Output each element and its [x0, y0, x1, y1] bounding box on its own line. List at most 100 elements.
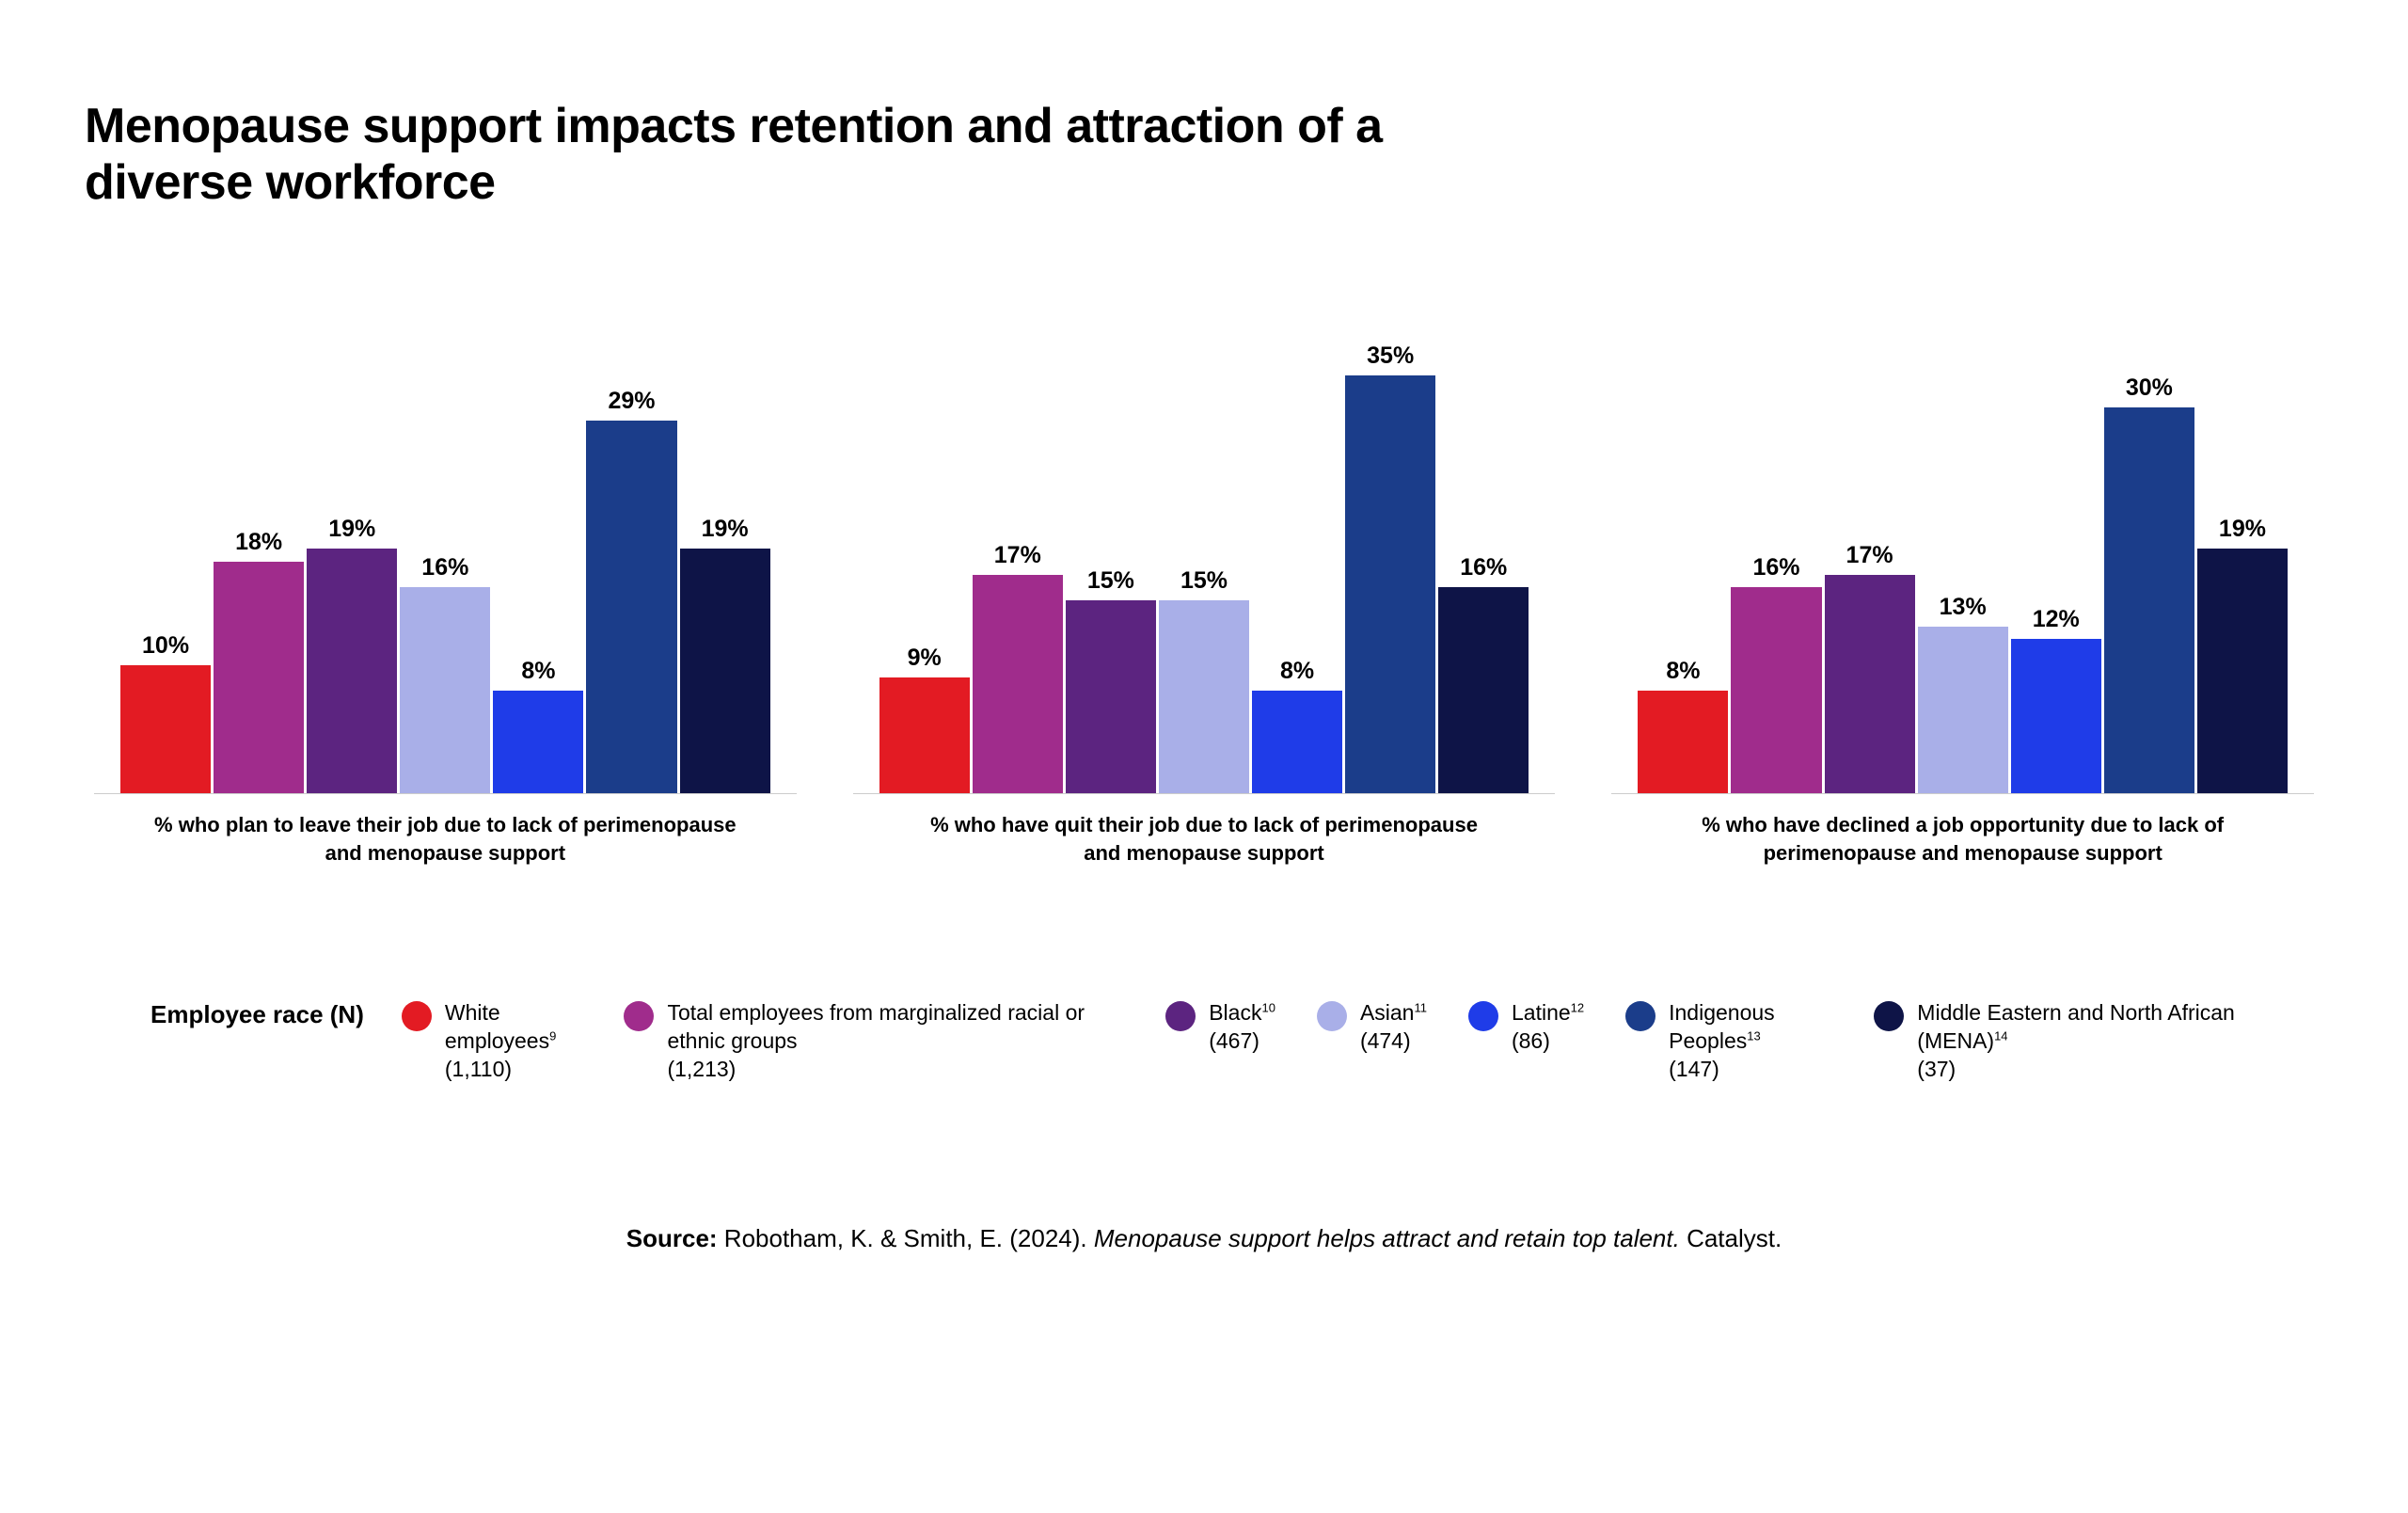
bar-wrap: 19%	[2197, 342, 2288, 793]
bar	[1638, 691, 1728, 793]
bar-value-label: 16%	[421, 554, 468, 581]
bar-value-label: 19%	[702, 516, 749, 543]
bar-wrap: 29%	[586, 342, 676, 793]
legend-dot-icon	[1874, 1001, 1904, 1031]
bar	[1825, 575, 1915, 794]
bar-value-label: 9%	[908, 645, 942, 672]
bar-value-label: 16%	[1460, 554, 1507, 581]
bar-value-label: 18%	[235, 529, 282, 556]
group-caption: % who have quit their job due to lack of…	[912, 811, 1496, 867]
bar	[493, 691, 583, 793]
bar-value-label: 13%	[1940, 594, 1987, 621]
bar	[973, 575, 1063, 794]
chart-group: 10% 18% 19% 16% 8% 29% 19% % who plan to leave …	[94, 342, 797, 867]
bar-value-label: 10%	[142, 632, 189, 660]
bar-wrap: 18%	[214, 342, 304, 793]
bar-wrap: 16%	[400, 342, 490, 793]
legend-item: Black10(467)	[1165, 999, 1275, 1056]
bar-value-label: 8%	[521, 658, 555, 685]
bar-value-label: 16%	[1752, 554, 1799, 581]
bar	[1438, 587, 1529, 793]
bar	[1918, 627, 2008, 794]
bar-wrap: 17%	[1825, 342, 1915, 793]
bar	[2011, 639, 2101, 793]
legend-dot-icon	[402, 1001, 432, 1031]
bar-value-label: 12%	[2033, 606, 2080, 633]
bar-value-label: 8%	[1666, 658, 1700, 685]
bar-value-label: 30%	[2126, 374, 2173, 402]
bar	[214, 562, 304, 793]
bar-wrap: 15%	[1159, 342, 1249, 793]
chart-group: 8% 16% 17% 13% 12% 30% 19% % who have declined …	[1611, 342, 2314, 867]
legend-label: Black10(467)	[1209, 999, 1275, 1056]
source-prefix: Source:	[626, 1224, 718, 1252]
bar	[120, 665, 211, 794]
bar-value-label: 19%	[328, 516, 375, 543]
bar-wrap: 15%	[1066, 342, 1156, 793]
bar	[1731, 587, 1821, 793]
bar-wrap: 12%	[2011, 342, 2101, 793]
bar-value-label: 8%	[1280, 658, 1314, 685]
bar-value-label: 35%	[1367, 342, 1414, 370]
bar	[586, 421, 676, 794]
bar	[680, 549, 770, 793]
legend-dot-icon	[1317, 1001, 1347, 1031]
source-authors: Robotham, K. & Smith, E. (2024).	[718, 1224, 1094, 1252]
legend-label: Latine12(86)	[1512, 999, 1584, 1056]
bar	[400, 587, 490, 793]
bar	[1159, 600, 1249, 793]
legend-dot-icon	[624, 1001, 654, 1031]
bar-value-label: 17%	[1846, 542, 1893, 569]
bar-value-label: 29%	[608, 388, 655, 415]
legend-item: Indigenous Peoples13(147)	[1625, 999, 1832, 1084]
bar	[1252, 691, 1342, 793]
source-citation: Source: Robotham, K. & Smith, E. (2024).…	[85, 1224, 2323, 1253]
bar-wrap: 9%	[879, 342, 970, 793]
legend-item: White employees9(1,110)	[402, 999, 583, 1084]
legend-section: Employee race (N) White employees9(1,110…	[85, 999, 2323, 1084]
legend-item: Asian11(474)	[1317, 999, 1427, 1056]
bars-area: 10% 18% 19% 16% 8% 29% 19%	[94, 342, 797, 794]
legend-dot-icon	[1625, 1001, 1656, 1031]
legend-label: Total employees from marginalized racial…	[667, 999, 1124, 1084]
bar	[1066, 600, 1156, 793]
source-suffix: Catalyst.	[1680, 1224, 1782, 1252]
legend-dot-icon	[1165, 1001, 1196, 1031]
legend-label: Middle Eastern and North African (MENA)1…	[1917, 999, 2258, 1084]
chart-title: Menopause support impacts retention and …	[85, 99, 1402, 212]
bar-wrap: 8%	[1638, 342, 1728, 793]
bar	[2104, 407, 2194, 794]
chart-group: 9% 17% 15% 15% 8% 35% 16% % who have quit their…	[853, 342, 1556, 867]
legend-dot-icon	[1468, 1001, 1498, 1031]
legend-item: Total employees from marginalized racial…	[624, 999, 1124, 1084]
bar-wrap: 19%	[680, 342, 770, 793]
bar-wrap: 17%	[973, 342, 1063, 793]
legend-items: White employees9(1,110) Total employees f…	[402, 999, 2258, 1084]
source-title: Menopause support helps attract and reta…	[1094, 1224, 1680, 1252]
legend-title: Employee race (N)	[150, 999, 364, 1031]
bar-value-label: 15%	[1087, 567, 1134, 595]
legend-label: Indigenous Peoples13(147)	[1669, 999, 1832, 1084]
bar-wrap: 13%	[1918, 342, 2008, 793]
legend-item: Middle Eastern and North African (MENA)1…	[1874, 999, 2258, 1084]
bar-value-label: 19%	[2219, 516, 2266, 543]
group-caption: % who plan to leave their job due to lac…	[153, 811, 737, 867]
bar-wrap: 16%	[1731, 342, 1821, 793]
bar-value-label: 17%	[994, 542, 1041, 569]
legend-label: Asian11(474)	[1360, 999, 1427, 1056]
bar	[1345, 375, 1435, 793]
bar	[2197, 549, 2288, 793]
bar-wrap: 10%	[120, 342, 211, 793]
group-caption: % who have declined a job opportunity du…	[1671, 811, 2255, 867]
bar-wrap: 30%	[2104, 342, 2194, 793]
bar-wrap: 19%	[307, 342, 397, 793]
charts-row: 10% 18% 19% 16% 8% 29% 19% % who plan to leave …	[85, 342, 2323, 867]
bar-value-label: 15%	[1180, 567, 1228, 595]
legend-item: Latine12(86)	[1468, 999, 1584, 1056]
legend-label: White employees9(1,110)	[445, 999, 583, 1084]
bar-wrap: 16%	[1438, 342, 1529, 793]
bar-wrap: 8%	[1252, 342, 1342, 793]
bars-area: 8% 16% 17% 13% 12% 30% 19%	[1611, 342, 2314, 794]
bar	[307, 549, 397, 793]
bar-wrap: 8%	[493, 342, 583, 793]
